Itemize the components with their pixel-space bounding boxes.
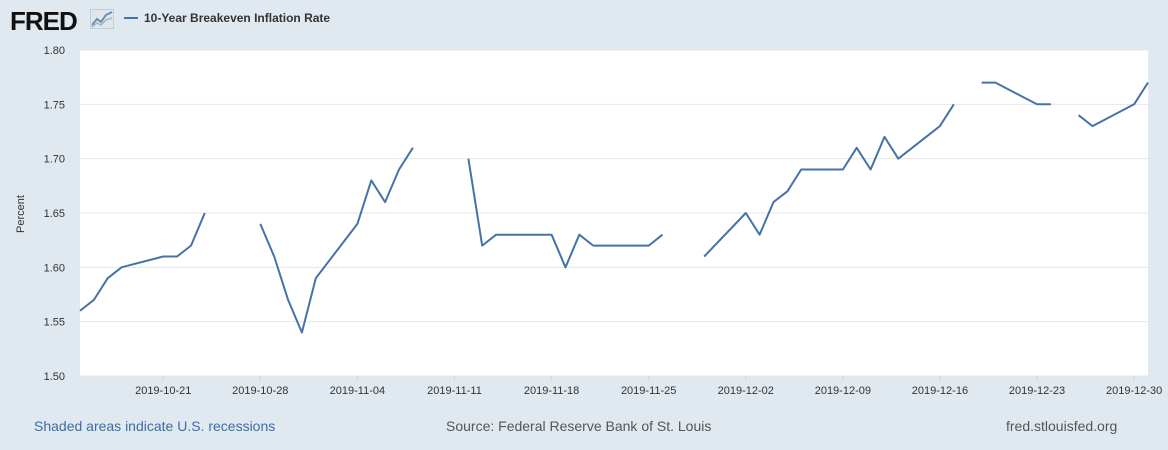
fred-chart-icon	[90, 9, 114, 29]
header: FRED 10-Year Breakeven Inflation Rate	[0, 0, 1168, 44]
series-line-segment[interactable]	[79, 212, 206, 312]
series-line-segment[interactable]	[467, 158, 664, 269]
fred-logo[interactable]: FRED	[10, 6, 78, 36]
y-axis-label: Percent	[15, 195, 27, 233]
series-line-segment[interactable]	[981, 81, 1051, 106]
x-tick-label: 2019-12-23	[1009, 385, 1065, 397]
x-tick-label: 2019-11-25	[621, 385, 676, 397]
x-tick-label: 2019-12-02	[718, 385, 774, 397]
grid-layer	[80, 49, 1148, 377]
y-tick-label: 1.55	[44, 317, 65, 329]
x-tick-label: 2019-11-11	[427, 385, 482, 397]
site-link[interactable]: fred.stlouisfed.org	[1006, 418, 1118, 434]
y-axis-ticks: 1.50 1.55 1.60 1.65 1.70 1.75 1.80	[44, 45, 65, 383]
y-tick-label: 1.75	[44, 99, 65, 111]
chart-legend: 10-Year Breakeven Inflation Rate	[124, 11, 330, 25]
y-tick-label: 1.70	[44, 154, 65, 166]
line-chart: 1.501.551.601.651.701.751.80 2019-10-21 2…	[15, 45, 1162, 397]
legend-label: 10-Year Breakeven Inflation Rate	[144, 11, 331, 25]
y-tick-label: 1.50	[44, 371, 65, 383]
x-tick-label: 2019-10-21	[135, 385, 191, 397]
x-tick-label: 2019-11-04	[330, 385, 385, 397]
x-tick-label: 2019-11-18	[524, 385, 579, 397]
x-tick-label: 2019-12-09	[815, 385, 871, 397]
x-tick-label: 2019-12-30	[1106, 385, 1162, 397]
source-note: Source: Federal Reserve Bank of St. Loui…	[446, 418, 712, 434]
y-tick-label: 1.60	[44, 262, 65, 274]
x-tick-label: 2019-12-16	[912, 385, 968, 397]
series-line-segment[interactable]	[259, 147, 414, 334]
x-tick-label: 2019-10-28	[232, 385, 288, 397]
series-line-segment[interactable]	[1077, 82, 1149, 128]
x-axis-ticks: 2019-10-21 2019-10-28 2019-11-04 2019-11-11…	[135, 376, 1162, 397]
series-layer	[79, 81, 1149, 334]
y-tick-label: 1.80	[44, 45, 65, 57]
recessions-note[interactable]: Shaded areas indicate U.S. recessions	[34, 418, 276, 434]
series-line-segment[interactable]	[703, 103, 955, 258]
legend-swatch	[124, 17, 138, 19]
y-tick-label: 1.65	[44, 208, 65, 220]
